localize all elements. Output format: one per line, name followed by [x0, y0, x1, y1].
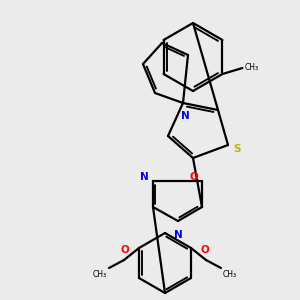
Text: CH₃: CH₃ [223, 270, 237, 279]
Text: O: O [121, 245, 129, 255]
Text: N: N [181, 111, 189, 121]
Text: N: N [140, 172, 149, 182]
Text: S: S [233, 144, 241, 154]
Text: O: O [189, 172, 198, 182]
Text: CH₃: CH₃ [93, 270, 107, 279]
Text: N: N [174, 230, 182, 240]
Text: O: O [201, 245, 209, 255]
Text: CH₃: CH₃ [244, 64, 259, 73]
